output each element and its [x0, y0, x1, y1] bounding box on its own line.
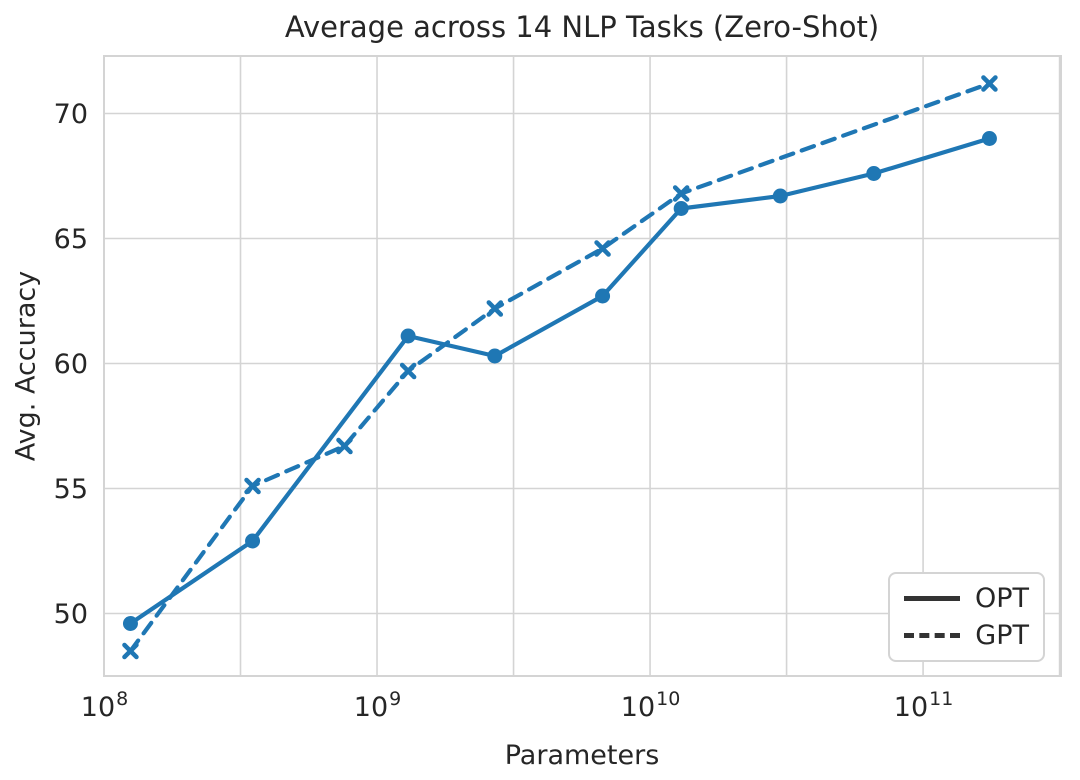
data-point-opt	[981, 131, 997, 146]
x-marker-stroke	[594, 240, 611, 257]
data-point-gpt	[399, 362, 417, 380]
data-point-gpt	[486, 300, 504, 317]
data-point-gpt	[244, 477, 261, 495]
x-tick-base: 10	[353, 692, 389, 723]
data-point-opt	[673, 201, 689, 216]
y-tick-label: 65	[53, 223, 88, 255]
data-point-opt	[866, 166, 882, 181]
x-tick-label: 1011	[893, 690, 954, 723]
x-tick-label: 109	[353, 690, 401, 723]
x-tick-label: 108	[80, 690, 128, 723]
x-marker-stroke	[486, 300, 504, 317]
data-point-opt	[245, 533, 261, 549]
x-marker-stroke	[399, 362, 417, 380]
x-tick-exponent: 11	[929, 688, 954, 710]
y-tick-label: 55	[53, 473, 88, 505]
series-line-gpt	[128, 81, 992, 654]
legend-solid-line-sample	[904, 596, 960, 602]
data-point-opt	[487, 348, 503, 364]
y-tick-label: 70	[53, 98, 88, 130]
legend-label-gpt: GPT	[975, 619, 1029, 651]
data-point-gpt	[336, 437, 353, 455]
x-marker-stroke	[672, 185, 690, 202]
data-point-opt	[122, 616, 138, 631]
x-axis-label: Parameters	[504, 740, 660, 771]
x-tick-base: 10	[620, 692, 656, 723]
x-marker-stroke	[981, 75, 998, 92]
x-tick-exponent: 8	[116, 688, 129, 710]
x-tick-exponent: 10	[656, 688, 681, 710]
data-point-gpt	[122, 642, 139, 660]
series-line-opt	[128, 136, 992, 626]
x-marker-stroke	[244, 477, 261, 495]
chart-title: Average across 14 NLP Tasks (Zero-Shot)	[284, 10, 880, 44]
x-marker-stroke	[122, 642, 139, 660]
data-point-opt	[400, 328, 416, 344]
data-point-gpt	[672, 185, 690, 202]
data-point-opt	[772, 188, 788, 204]
chart-legend: OPT GPT	[888, 572, 1045, 662]
data-point-gpt	[981, 75, 998, 92]
legend-entry-gpt: GPT	[904, 620, 1029, 651]
x-tick-exponent: 9	[389, 688, 402, 710]
x-tick-base: 10	[893, 692, 929, 723]
legend-entry-opt: OPT	[904, 583, 1029, 614]
data-point-gpt	[594, 240, 611, 257]
x-tick-base: 10	[80, 692, 116, 723]
x-marker-stroke	[336, 437, 353, 455]
y-tick-label: 60	[53, 348, 88, 380]
data-point-opt	[595, 288, 611, 304]
legend-label-opt: OPT	[974, 583, 1029, 615]
x-tick-label: 1010	[620, 690, 681, 723]
y-tick-label: 50	[53, 598, 88, 630]
legend-dashed-line-sample	[904, 632, 961, 638]
plot-border	[103, 55, 1062, 677]
